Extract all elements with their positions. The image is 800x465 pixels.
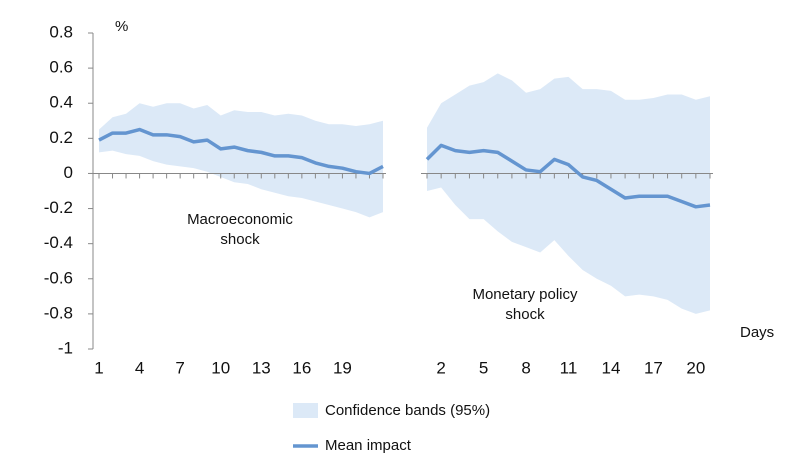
confidence-band xyxy=(99,103,383,218)
confidence-band xyxy=(427,73,710,314)
x-axis-label: Days xyxy=(740,324,774,341)
mean-line xyxy=(98,127,384,176)
y-tick-label: -0.2 xyxy=(44,198,73,217)
mean-line xyxy=(425,143,711,209)
annotation: Macroeconomic xyxy=(187,211,293,228)
x-tick-label: 1 xyxy=(94,358,103,377)
x-tick-label: 16 xyxy=(292,358,311,377)
legend-label: Mean impact xyxy=(325,437,412,454)
y-tick-label: -1 xyxy=(58,338,73,357)
y-tick-label: 0 xyxy=(64,163,73,182)
y-tick-label: -0.4 xyxy=(44,233,73,252)
y-tick-label: 0.2 xyxy=(49,128,73,147)
x-tick-label: 5 xyxy=(479,358,488,377)
y-tick-label: 0.4 xyxy=(49,93,73,112)
legend-swatch xyxy=(293,403,318,418)
x-tick-label: 13 xyxy=(252,358,271,377)
x-tick-label: 8 xyxy=(521,358,530,377)
legend-label: Confidence bands (95%) xyxy=(325,402,490,419)
annotation: shock xyxy=(220,231,260,248)
y-tick-label: -0.6 xyxy=(44,268,73,287)
x-tick-label: 7 xyxy=(175,358,184,377)
y-tick-label: 0.6 xyxy=(49,58,73,77)
y-tick-label: 0.8 xyxy=(49,22,73,41)
annotation: shock xyxy=(505,306,545,323)
x-tick-label: 17 xyxy=(644,358,663,377)
x-tick-label: 10 xyxy=(211,358,230,377)
x-tick-label: 20 xyxy=(686,358,705,377)
x-tick-label: 11 xyxy=(560,358,578,377)
y-axis-label: % xyxy=(115,18,128,35)
y-tick-label: -0.8 xyxy=(44,303,73,322)
x-tick-label: 4 xyxy=(135,358,144,377)
x-tick-label: 19 xyxy=(333,358,352,377)
x-tick-label: 14 xyxy=(601,358,620,377)
annotation: Monetary policy xyxy=(472,286,578,303)
x-tick-label: 2 xyxy=(436,358,445,377)
